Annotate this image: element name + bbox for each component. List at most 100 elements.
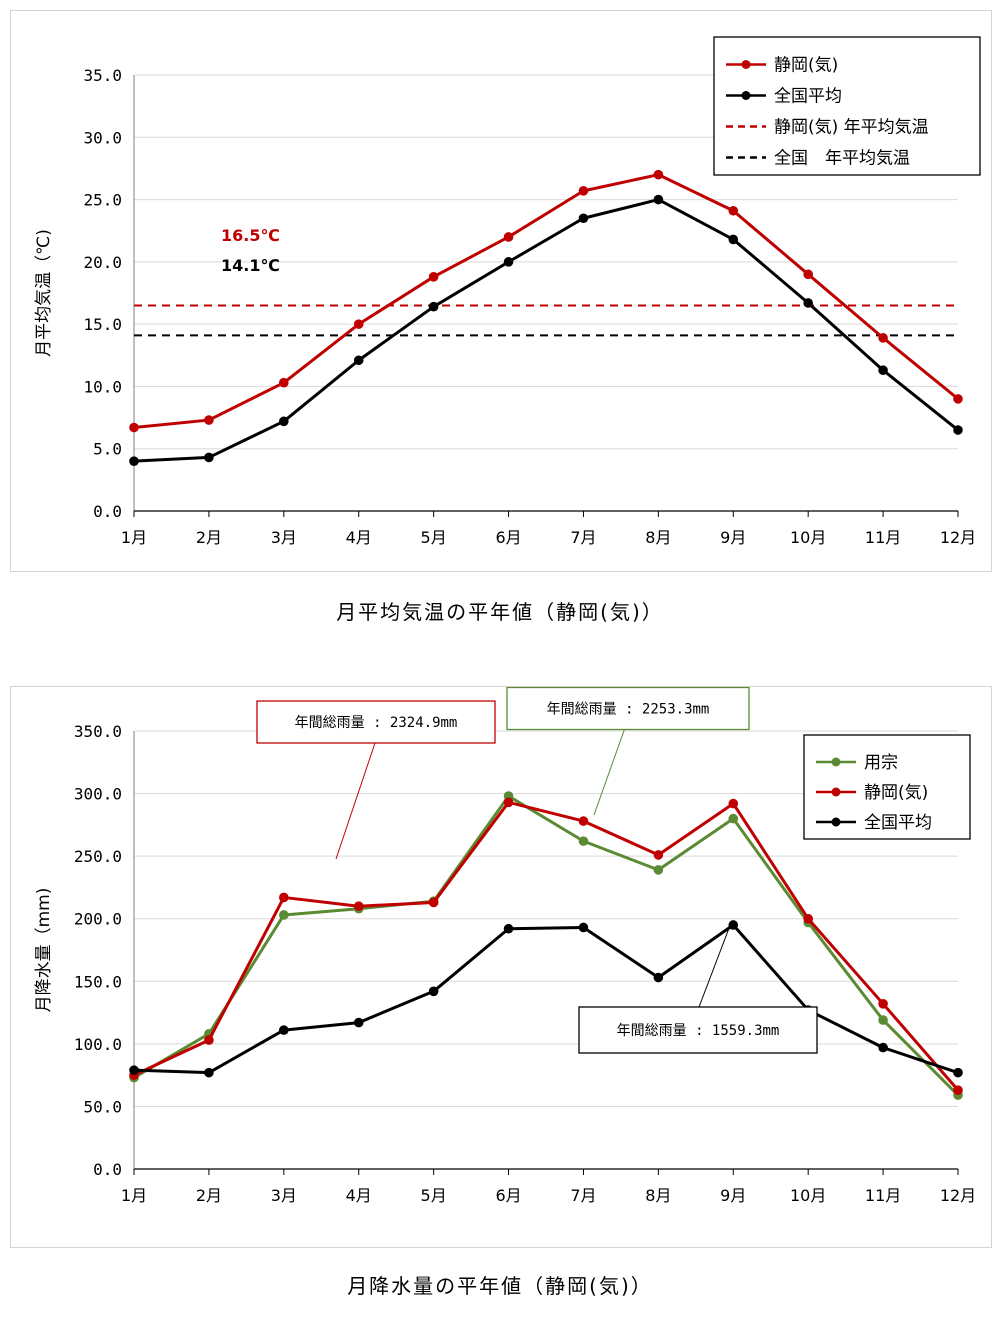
data-point [653, 865, 664, 875]
legend-entry: 静岡(気) [864, 783, 928, 803]
y-tick-label: 250.0 [74, 847, 122, 866]
legend-box [713, 36, 981, 176]
data-point [653, 850, 664, 860]
legend-marker [831, 787, 841, 797]
temperature-chart-caption: 月平均気温の平年値（静岡(気)） [336, 600, 664, 624]
legend-marker [831, 817, 841, 827]
data-point [578, 816, 589, 826]
y-tick-label: 20.0 [83, 253, 122, 272]
legend-entry: 静岡(気) 年平均気温 [774, 118, 929, 138]
x-tick-label: 10月 [790, 528, 826, 547]
callout-leader [698, 922, 732, 1008]
data-point [129, 456, 139, 466]
data-point [953, 1085, 963, 1095]
data-point [653, 972, 664, 983]
y-tick-label: 10.0 [83, 377, 122, 396]
data-point [428, 272, 439, 282]
data-point [204, 1067, 214, 1078]
legend-marker [831, 757, 841, 767]
x-tick-label: 5月 [421, 1186, 447, 1205]
data-point [204, 452, 214, 463]
y-tick-label: 350.0 [74, 722, 122, 741]
data-point [953, 1067, 963, 1078]
data-point [129, 422, 139, 433]
x-tick-label: 5月 [421, 528, 447, 547]
legend-marker [741, 60, 751, 69]
data-point [279, 1025, 289, 1035]
x-tick-label: 12月 [940, 1186, 976, 1205]
x-tick-label: 8月 [645, 528, 671, 547]
data-point [279, 377, 289, 388]
precipitation-chart: 0.0 50.0 100.0 150.0 200.0 250.0 300.0 350.0 1月 2… [34, 687, 976, 1205]
precipitation-chart-caption: 月降水量の平年値（静岡(気)） [347, 1274, 653, 1298]
data-point [353, 319, 364, 329]
callout-box [578, 1006, 818, 1054]
x-tick-label: 7月 [570, 1186, 596, 1205]
data-point [728, 205, 739, 216]
callout-text: 年間総雨量 : 2324.9mm [295, 715, 458, 731]
legend-entry: 全国 年平均気温 [774, 149, 910, 169]
data-point [653, 194, 664, 205]
y-tick-label: 150.0 [74, 972, 122, 991]
x-tick-label: 3月 [271, 528, 297, 547]
data-point [803, 269, 813, 280]
data-point [578, 922, 589, 933]
reference-line-label: 16.5℃ [221, 226, 280, 245]
temperature-chart: 0.0 5.0 10.0 15.0 20.0 25.0 30.0 35.0 1月 2月 3月 4月 5月… [34, 36, 981, 547]
data-point [428, 986, 439, 997]
temperature-chart-panel: 0.0 5.0 10.0 15.0 20.0 25.0 30.0 35.0 1月 2月 3月 4月 5月… [10, 10, 992, 572]
callout-box [256, 700, 496, 744]
data-point [728, 920, 739, 930]
x-tick-label: 9月 [720, 1186, 746, 1205]
x-tick-label: 10月 [790, 1186, 826, 1205]
legend-entry: 全国平均 [774, 87, 842, 107]
legend-marker [741, 91, 751, 100]
x-tick-label: 7月 [570, 528, 596, 547]
series-line-1 [133, 800, 960, 1092]
y-tick-label: 300.0 [74, 785, 122, 804]
reference-line-label: 14.1℃ [221, 256, 280, 275]
callout-box [506, 687, 750, 731]
y-tick-label: 30.0 [83, 128, 122, 147]
x-tick-label: 4月 [346, 528, 372, 547]
x-tick-label: 11月 [865, 1186, 901, 1205]
x-tick-label: 1月 [121, 1186, 147, 1205]
data-point [953, 425, 963, 435]
series-line-0 [133, 173, 959, 430]
x-tick-label: 2月 [196, 1186, 222, 1205]
y-tick-label: 25.0 [83, 191, 122, 210]
callout-leader [593, 724, 627, 816]
data-point [803, 298, 813, 308]
data-point [728, 813, 739, 824]
series-line-1 [133, 198, 959, 463]
y-tick-label: 0.0 [93, 502, 122, 521]
y-tick-label: 0.0 [93, 1160, 122, 1179]
y-axis-label: 月降水量（mm) [34, 888, 54, 1013]
x-tick-label: 6月 [495, 1186, 521, 1205]
data-point [878, 1015, 888, 1025]
data-point [728, 798, 739, 809]
data-point [353, 1017, 364, 1028]
data-point [878, 1042, 888, 1053]
series-line-2 [133, 923, 959, 1075]
data-point [878, 333, 888, 343]
data-point [353, 355, 364, 366]
data-point [953, 394, 963, 404]
precipitation-chart-panel: 0.0 50.0 100.0 150.0 200.0 250.0 300.0 350.0 1月 2… [10, 686, 992, 1248]
data-point [653, 169, 664, 180]
y-tick-label: 50.0 [83, 1097, 122, 1116]
legend-entry: 全国平均 [864, 813, 932, 833]
legend-entry: 静岡(気) [774, 56, 838, 76]
y-axis-label: 月平均気温（℃) [34, 229, 54, 357]
x-tick-label: 12月 [940, 528, 976, 547]
data-point [428, 897, 439, 908]
y-tick-label: 35.0 [83, 66, 122, 85]
y-tick-label: 15.0 [83, 315, 122, 334]
y-tick-label: 5.0 [93, 440, 122, 459]
data-point [503, 923, 514, 934]
data-point [878, 365, 888, 376]
callout-text: 年間総雨量 : 1559.3mm [617, 1023, 780, 1039]
data-point [204, 1035, 214, 1045]
data-point [578, 186, 589, 196]
y-tick-label: 200.0 [74, 910, 122, 929]
